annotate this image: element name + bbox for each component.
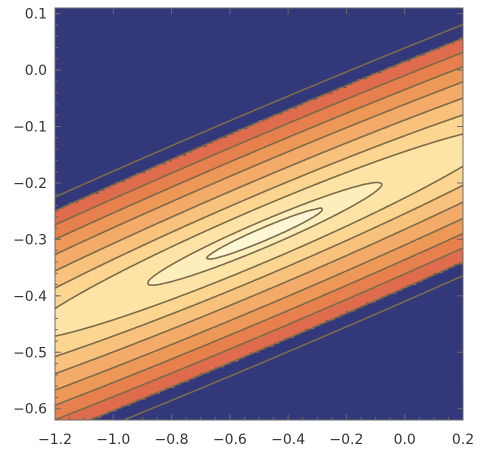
plot-area	[55, 8, 464, 421]
